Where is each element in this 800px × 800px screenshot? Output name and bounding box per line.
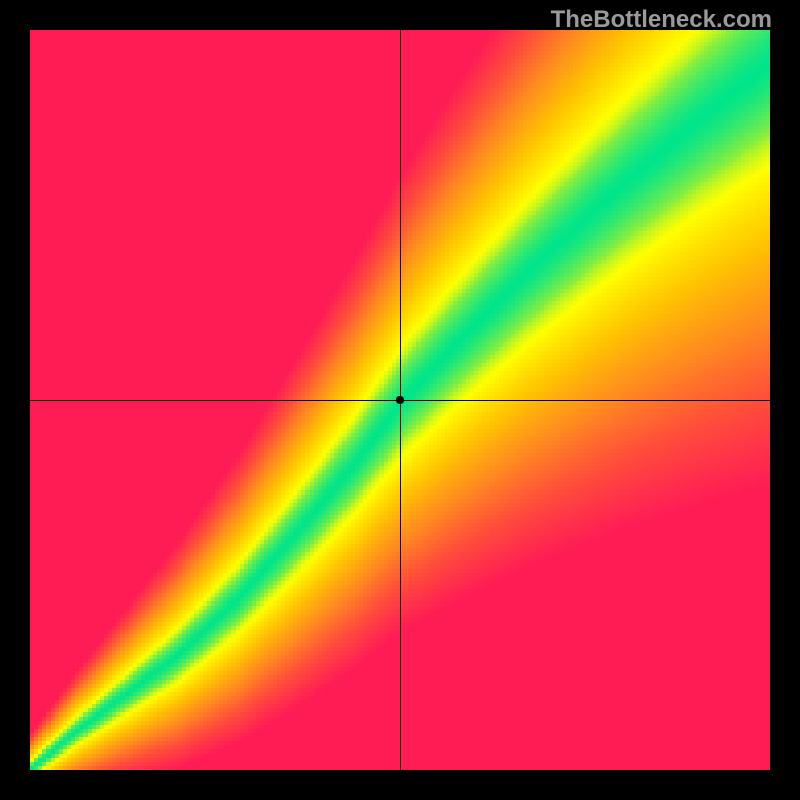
bottleneck-heatmap — [30, 30, 770, 770]
chart-container: TheBottleneck.com — [0, 0, 800, 800]
source-watermark: TheBottleneck.com — [551, 6, 772, 34]
